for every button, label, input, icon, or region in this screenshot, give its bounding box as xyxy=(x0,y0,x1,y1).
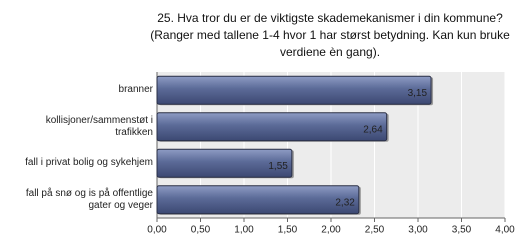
x-tick-label: 0,00 xyxy=(147,225,167,236)
value-label: 3,15 xyxy=(408,88,428,99)
bar xyxy=(156,75,432,105)
category-label: kollisjoner/sammenstøt i trafikken xyxy=(45,114,153,138)
chart-title: 25. Hva tror du er de viktigste skademek… xyxy=(150,11,510,59)
x-tick-label: 2,50 xyxy=(365,225,385,236)
x-tick-label: 0,50 xyxy=(191,225,211,236)
x-tick-label: 3,00 xyxy=(408,225,428,236)
value-label: 2,64 xyxy=(363,124,383,135)
x-tick-label: 1,00 xyxy=(234,225,254,236)
bar xyxy=(156,185,360,215)
x-tick-label: 3,50 xyxy=(452,225,472,236)
x-tick-label: 4,00 xyxy=(495,225,515,236)
bar xyxy=(156,112,388,142)
value-label: 2,32 xyxy=(335,197,355,208)
bar xyxy=(156,148,293,178)
x-tick-label: 2,00 xyxy=(321,225,341,236)
category-label: fall i privat bolig og sykehjem xyxy=(25,157,153,169)
x-tick-label: 1,50 xyxy=(278,225,298,236)
value-label: 1,55 xyxy=(268,161,288,172)
category-label: fall på snø og is på offentlige gater og… xyxy=(25,187,153,211)
category-label: branner xyxy=(118,84,153,96)
